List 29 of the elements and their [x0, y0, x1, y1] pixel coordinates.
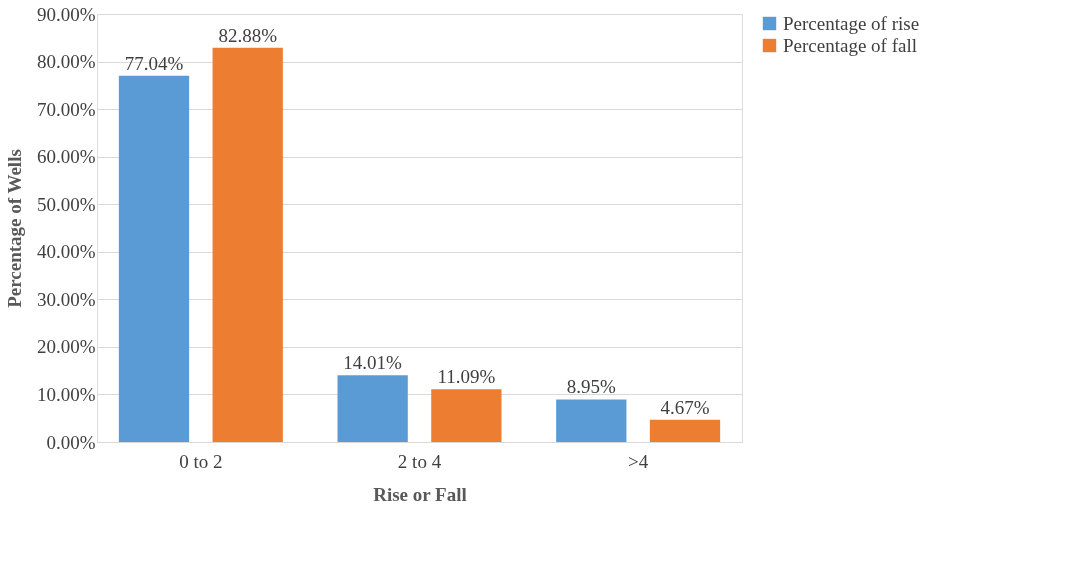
y-tick-label: 70.00% [36, 98, 96, 120]
data-label: 82.88% [218, 24, 278, 46]
y-tick-label: 50.00% [36, 193, 96, 215]
bar [337, 375, 408, 442]
y-tick-label: 90.00% [36, 3, 96, 25]
x-axis-title: Rise or Fall [373, 483, 467, 505]
legend-label: Percentage of rise [783, 12, 920, 34]
y-tick-label: 40.00% [36, 241, 96, 263]
bar [431, 389, 502, 442]
y-tick-label: 0.00% [46, 431, 96, 453]
bar [212, 47, 283, 442]
x-tick-label: 2 to 4 [397, 450, 442, 472]
bar [556, 399, 627, 442]
x-tick-label: >4 [628, 450, 649, 472]
data-label: 4.67% [660, 396, 710, 418]
bar [118, 75, 190, 442]
data-label: 14.01% [343, 352, 403, 374]
y-tick-label: 80.00% [36, 51, 96, 73]
y-tick-label: 10.00% [36, 383, 96, 405]
bar [649, 419, 721, 442]
data-label: 8.95% [566, 376, 616, 398]
data-label: 11.09% [437, 366, 496, 388]
data-label: 77.04% [124, 52, 184, 74]
y-tick-label: 60.00% [36, 146, 96, 168]
y-tick-label: 30.00% [36, 288, 96, 310]
x-tick-label: 0 to 2 [179, 450, 223, 472]
y-tick-label: 20.00% [36, 336, 96, 358]
y-axis-title: Percentage of Wells [3, 149, 25, 308]
legend-label: Percentage of fall [783, 34, 917, 56]
